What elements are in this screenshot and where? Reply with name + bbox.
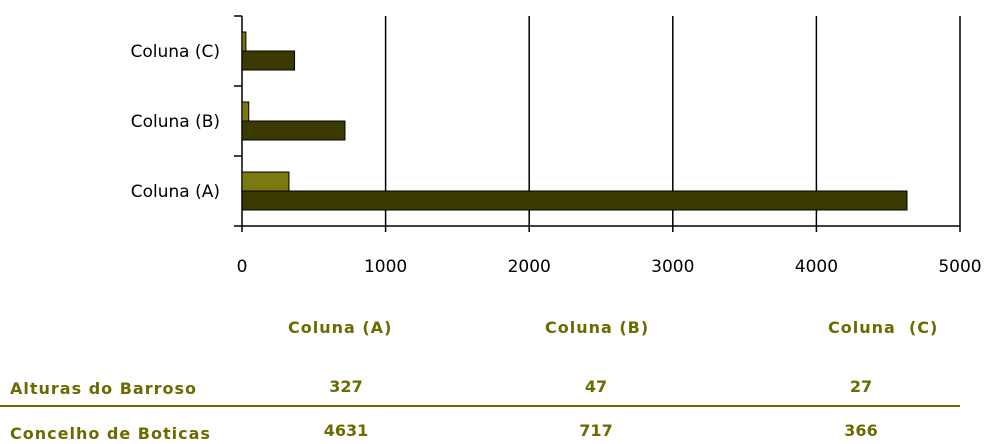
category-label: Coluna (B) [131,112,220,132]
x-tick-label: 4000 [795,257,838,277]
category-label: Coluna (C) [131,42,221,62]
x-tick-label: 1000 [364,257,407,277]
bar-chart: 0 1000 2000 3000 4000 5000 Coluna (A) Coluna (B… [131,15,982,277]
table-divider [0,405,960,407]
table-cell: 717 [579,421,613,440]
bar [241,50,296,71]
table-header-a: Coluna (A) [288,318,393,337]
table-header-c: Coluna (C) [828,318,939,337]
table-cell: 47 [584,377,608,396]
bar [241,101,250,122]
table-header-b: Coluna (B) [545,318,650,337]
bar [241,31,247,52]
table-cell: 4631 [323,421,369,440]
x-tick-label: 0 [237,257,248,277]
category-label: Coluna (A) [131,182,220,202]
table-row-label: Concelho de Boticas [10,424,211,443]
bar [241,190,908,211]
bar [241,171,290,192]
x-tick-label: 3000 [651,257,694,277]
bar [241,120,346,141]
table-cell: 366 [844,421,878,440]
x-tick-label: 5000 [938,257,981,277]
table-cell: 327 [329,377,363,396]
x-tick-label: 2000 [508,257,551,277]
table-row-label: Alturas do Barroso [10,379,197,398]
table-cell: 27 [849,377,873,396]
